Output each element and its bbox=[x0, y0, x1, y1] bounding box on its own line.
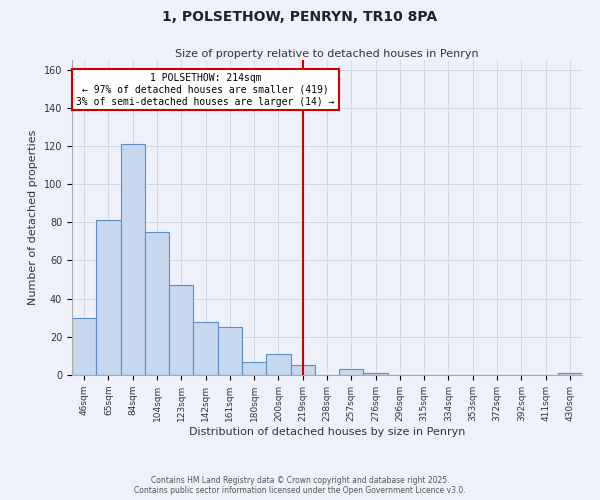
X-axis label: Distribution of detached houses by size in Penryn: Distribution of detached houses by size … bbox=[189, 426, 465, 436]
Bar bbox=[121, 144, 145, 375]
Bar bbox=[193, 322, 218, 375]
Bar bbox=[96, 220, 121, 375]
Text: Contains HM Land Registry data © Crown copyright and database right 2025.
Contai: Contains HM Land Registry data © Crown c… bbox=[134, 476, 466, 495]
Title: Size of property relative to detached houses in Penryn: Size of property relative to detached ho… bbox=[175, 49, 479, 59]
Bar bbox=[290, 366, 315, 375]
Bar bbox=[169, 286, 193, 375]
Bar bbox=[558, 373, 582, 375]
Bar bbox=[72, 318, 96, 375]
Bar bbox=[242, 362, 266, 375]
Bar bbox=[364, 373, 388, 375]
Bar bbox=[218, 328, 242, 375]
Y-axis label: Number of detached properties: Number of detached properties bbox=[28, 130, 38, 305]
Bar bbox=[145, 232, 169, 375]
Bar bbox=[339, 370, 364, 375]
Bar bbox=[266, 354, 290, 375]
Text: 1, POLSETHOW, PENRYN, TR10 8PA: 1, POLSETHOW, PENRYN, TR10 8PA bbox=[163, 10, 437, 24]
Text: 1 POLSETHOW: 214sqm
← 97% of detached houses are smaller (419)
3% of semi-detach: 1 POLSETHOW: 214sqm ← 97% of detached ho… bbox=[76, 74, 335, 106]
